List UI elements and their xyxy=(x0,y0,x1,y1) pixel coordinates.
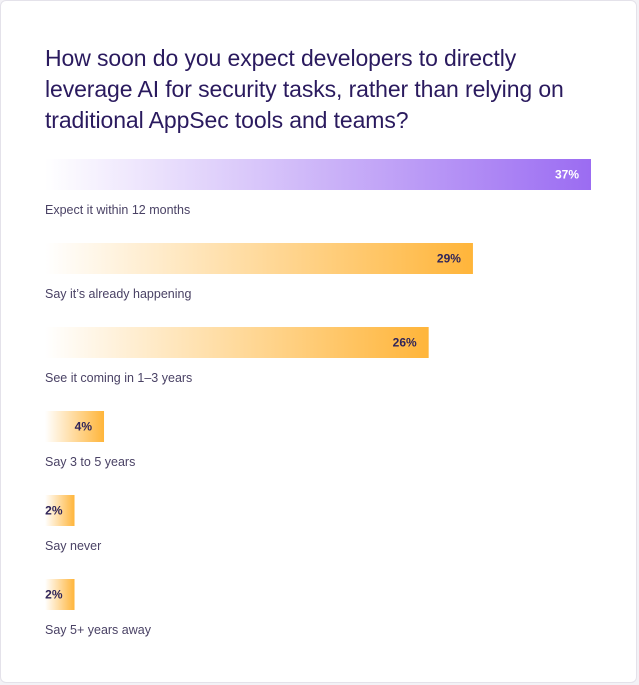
bar-value-label-6: 2% xyxy=(45,588,63,602)
bar-2 xyxy=(45,243,473,274)
category-label-2: Say it’s already happening xyxy=(45,287,191,301)
bar-6 xyxy=(45,579,75,610)
chart-title: How soon do you expect developers to dir… xyxy=(45,45,564,133)
bar-3 xyxy=(45,327,429,358)
category-label-5: Say never xyxy=(45,539,101,553)
bar-value-label-2: 29% xyxy=(437,252,461,266)
bar-value-label-3: 26% xyxy=(393,336,417,350)
category-label-1: Expect it within 12 months xyxy=(45,203,190,217)
bar-4 xyxy=(45,411,105,442)
category-label-4: Say 3 to 5 years xyxy=(45,455,135,469)
bar-5 xyxy=(45,495,75,526)
category-label-6: Say 5+ years away xyxy=(45,623,152,637)
bar-1 xyxy=(45,159,591,190)
bar-value-label-4: 4% xyxy=(75,420,93,434)
bar-value-label-5: 2% xyxy=(45,504,63,518)
bar-value-label-1: 37% xyxy=(555,168,579,182)
category-label-3: See it coming in 1–3 years xyxy=(45,371,192,385)
